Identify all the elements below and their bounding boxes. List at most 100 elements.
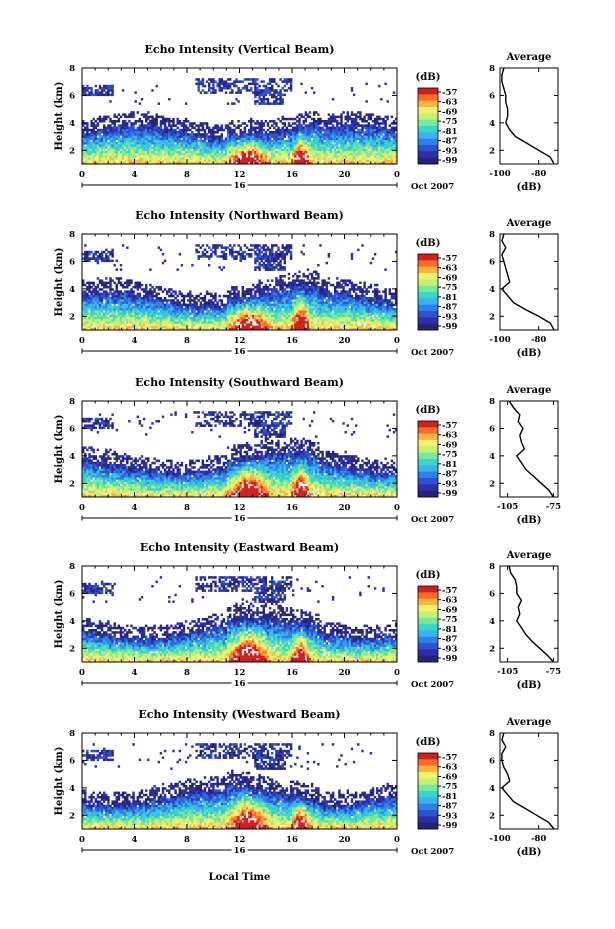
average-y-tick-label: 4: [489, 617, 495, 627]
y-tick-label: 4: [69, 119, 75, 129]
y-tick-label: 6: [69, 91, 75, 101]
colorbar-tick-label: -69: [442, 107, 457, 117]
average-y-tick-label: 2: [489, 479, 495, 489]
date-label: Oct 2007: [411, 182, 454, 192]
average-x-label: (dB): [517, 680, 542, 691]
colorbar-unit: (dB): [416, 570, 441, 581]
panel-title: Echo Intensity (Vertical Beam): [144, 43, 334, 56]
average-x-tick-label: -100: [489, 169, 510, 179]
colorbar-tick-label: -81: [442, 293, 457, 303]
y-tick-label: 4: [69, 285, 75, 295]
x-tick-label: 8: [184, 336, 190, 346]
colorbar-tick-label: -69: [442, 273, 457, 283]
x-tick-label: 12: [234, 503, 246, 513]
heatmap: [82, 576, 398, 663]
day-label: 16: [234, 514, 246, 524]
panel-title: Echo Intensity (Westward Beam): [138, 708, 340, 721]
average-curve: [500, 732, 555, 830]
x-tick-label: 16: [286, 170, 298, 180]
x-tick-label: 4: [132, 503, 138, 513]
colorbar-tick-label: -69: [442, 772, 457, 782]
average-curve: [500, 233, 555, 331]
y-tick-label: 6: [69, 589, 75, 599]
colorbar-tick-label: -81: [442, 460, 457, 470]
average-x-tick-label: -75: [546, 502, 561, 512]
x-tick-label: 20: [339, 835, 351, 845]
panel-2: Echo Intensity (Northward Beam)0 4 8 12 16 20…: [54, 209, 559, 359]
average-x-tick-label: -75: [546, 667, 561, 677]
average-y-tick-label: 8: [489, 64, 495, 74]
average-curve: [501, 67, 555, 165]
average-x-tick-label: -100: [489, 335, 510, 345]
x-tick-label: 0: [394, 668, 400, 678]
day-label: 16: [234, 181, 246, 191]
colorbar-tick-label: -69: [442, 440, 457, 450]
x-tick-label: 4: [132, 668, 138, 678]
colorbar-tick-label: -81: [442, 127, 457, 137]
x-tick-label: 4: [132, 170, 138, 180]
x-tick-label: 0: [79, 336, 85, 346]
average-frame: [499, 233, 559, 331]
colorbar-tick-label: -63: [442, 264, 457, 274]
colorbar-unit: (dB): [416, 737, 441, 748]
panel-5: Echo Intensity (Westward Beam)0 4 8 12 16 20 0…: [54, 708, 559, 858]
y-tick-label: 8: [69, 230, 75, 240]
heatmap: [82, 411, 398, 498]
y-tick-label: 8: [69, 397, 75, 407]
average-x-tick-label: -80: [531, 335, 546, 345]
average-y-tick-label: 6: [489, 257, 495, 267]
average-x-tick-label: -80: [531, 834, 546, 844]
average-y-tick-label: 4: [489, 285, 495, 295]
x-tick-label: 0: [394, 835, 400, 845]
colorbar-tick-label: -93: [442, 811, 457, 821]
average-x-tick-label: -80: [531, 169, 546, 179]
colorbar: (dB)-57-63-69-75-81-87-93-99: [416, 238, 458, 332]
average-x-tick-label: -105: [497, 667, 518, 677]
panel-3: Echo Intensity (Southward Beam)0 4 8 12 16 20…: [54, 376, 561, 526]
colorbar-tick-label: -63: [442, 596, 457, 606]
average-frame: [499, 565, 559, 663]
average-frame: [499, 400, 559, 498]
average-y-tick-label: 8: [489, 230, 495, 240]
average-title: Average: [506, 550, 552, 561]
panel-title: Echo Intensity (Southward Beam): [135, 376, 344, 389]
colorbar: (dB)-57-63-69-75-81-87-93-99: [416, 72, 458, 166]
average-profile: Average 2 4 6 8 -105 -75 (dB): [489, 550, 561, 691]
average-y-tick-label: 2: [489, 312, 495, 322]
y-ticks: 2 4 6 8: [69, 64, 397, 156]
colorbar-tick-label: -93: [442, 479, 457, 489]
colorbar-tick-label: -75: [442, 450, 457, 460]
colorbar: (dB)-57-63-69-75-81-87-93-99: [416, 737, 458, 831]
colorbar-tick-label: -81: [442, 625, 457, 635]
y-tick-label: 8: [69, 562, 75, 572]
colorbar-tick-label: -99: [442, 654, 457, 664]
colorbar-tick-label: -99: [442, 322, 457, 332]
colorbar-tick-label: -87: [442, 470, 457, 480]
x-tick-label: 0: [79, 835, 85, 845]
average-frame: [499, 67, 559, 165]
day-label: 16: [234, 679, 246, 689]
x-tick-label: 12: [234, 668, 246, 678]
x-axis-label: Local Time: [209, 872, 271, 883]
colorbar-tick-label: -57: [442, 88, 457, 98]
panel-4: Echo Intensity (Eastward Beam)0 4 8 12 16 20 0…: [54, 541, 561, 691]
average-title: Average: [506, 52, 552, 63]
average-y-tick-label: 8: [489, 562, 495, 572]
y-ticks: 2 4 6 8: [69, 562, 397, 654]
date-label: Oct 2007: [411, 348, 454, 358]
y-tick-label: 6: [69, 257, 75, 267]
panel-title: Echo Intensity (Eastward Beam): [140, 541, 339, 554]
x-tick-label: 16: [286, 835, 298, 845]
average-y-tick-label: 6: [489, 756, 495, 766]
colorbar-tick-label: -87: [442, 137, 457, 147]
heatmap: [82, 78, 398, 165]
colorbar-tick-label: -75: [442, 283, 457, 293]
x-ticks: 0 4 8 12 16 20 0: [79, 733, 400, 845]
colorbar-tick-label: -57: [442, 753, 457, 763]
x-tick-label: 16: [286, 503, 298, 513]
average-title: Average: [506, 717, 552, 728]
average-curve: [508, 400, 554, 498]
x-tick-label: 0: [394, 336, 400, 346]
y-tick-label: 4: [69, 784, 75, 794]
